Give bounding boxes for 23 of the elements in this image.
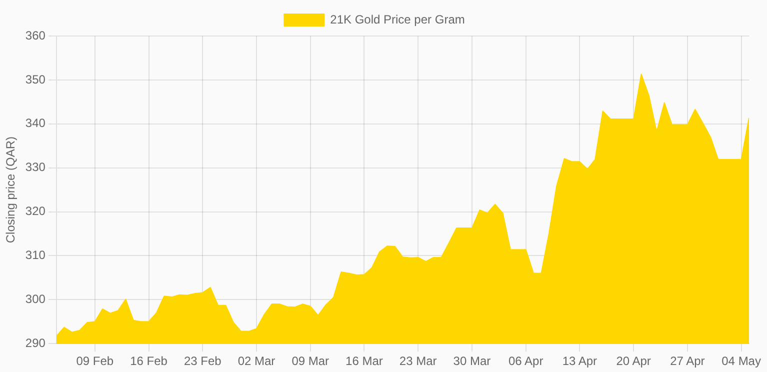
x-tick-label: 23 Mar (399, 354, 437, 368)
x-tick-label: 20 Apr (616, 354, 651, 368)
x-tick-label: 04 May (722, 354, 761, 368)
x-tick-label: 16 Mar (346, 354, 383, 368)
x-tick-label: 06 Apr (508, 354, 544, 368)
y-axis-title: Closing price (QAR) (4, 136, 18, 244)
y-tick-label: 310 (25, 248, 46, 262)
x-tick-label: 09 Mar (292, 354, 330, 368)
x-tick-label: 16 Feb (130, 354, 168, 368)
y-tick-label: 320 (25, 204, 46, 218)
y-tick-label: 290 (25, 336, 46, 350)
x-tick-label: 02 Mar (238, 354, 276, 368)
x-tick-label: 09 Feb (76, 354, 114, 368)
legend-label: 21K Gold Price per Gram (330, 12, 465, 26)
y-tick-label: 300 (25, 292, 46, 306)
x-tick-label: 23 Feb (184, 354, 222, 368)
x-tick-label: 27 Apr (670, 354, 705, 368)
x-tick-label: 13 Apr (562, 354, 598, 368)
y-tick-label: 330 (25, 160, 46, 174)
y-tick-label: 350 (25, 72, 46, 86)
x-tick-label: 30 Mar (453, 354, 491, 368)
y-tick-label: 340 (25, 116, 46, 130)
y-tick-label: 360 (25, 28, 46, 42)
